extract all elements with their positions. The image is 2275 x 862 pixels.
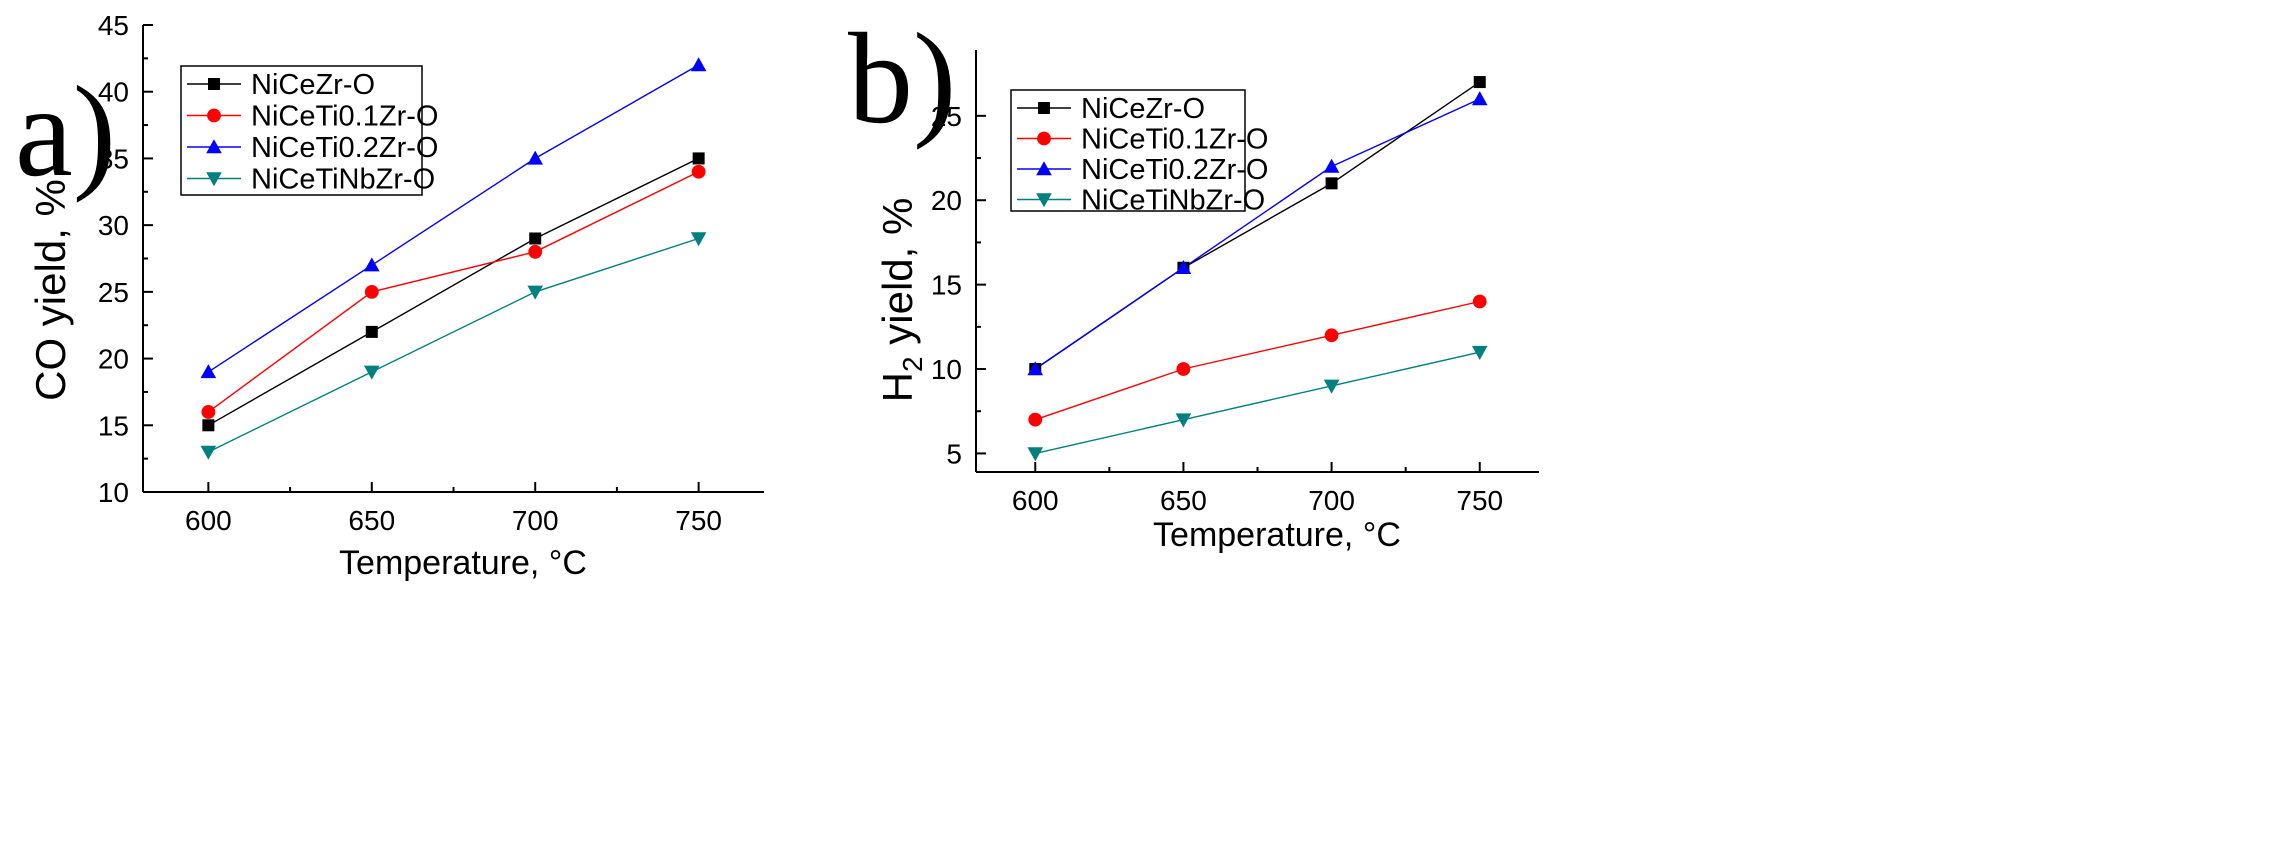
chart-b-data-point (1175, 413, 1192, 428)
chart-b-data-point (1027, 447, 1044, 462)
chart-b-data-point (1028, 412, 1043, 427)
chart-b-y-tick-label: 25 (931, 101, 962, 132)
chart-a-legend-label: NiCeTi0.1Zr-O (251, 101, 438, 133)
chart-a-data-point (528, 244, 543, 259)
chart-b-legend-marker (1036, 161, 1052, 176)
chart-b-legend-marker (1038, 102, 1050, 114)
chart-a-y-tick-label: 35 (98, 143, 129, 174)
chart-b-data-point (1473, 76, 1486, 89)
chart-a-data-point (690, 57, 707, 72)
chart-b-data-point (1472, 294, 1487, 309)
chart-b-legend-label: NiCeTiNbZr-O (1081, 185, 1265, 217)
chart-a-legend-label: NiCeTi0.2Zr-O (251, 132, 438, 164)
chart-a-y-tick-label: 40 (98, 77, 129, 108)
chart-b-data-point (1323, 379, 1340, 394)
chart-b-data-point (1176, 362, 1191, 376)
chart-a-y-axis-title: CO yield, % (27, 179, 74, 401)
chart-b-data-point (1175, 259, 1192, 274)
chart-a-y-tick-label: 10 (98, 477, 129, 508)
chart-a-x-tick-label: 600 (185, 505, 232, 536)
chart-a-data-point (364, 284, 379, 299)
chart-b-y-axis-title-sub: 2 (897, 356, 928, 372)
chart-a-data-point (201, 405, 216, 419)
chart-b-legend-label: NiCeTi0.1Zr-O (1081, 124, 1268, 156)
chart-b-y-axis-title: H2 yield, % (874, 198, 928, 403)
chart-b-legend: NiCeZr-ONiCeTi0.1Zr-ONiCeTi0.2Zr-ONiCeTi… (1010, 89, 1268, 217)
chart-b-legend-label: NiCeZr-O (1081, 93, 1205, 125)
chart-b-y-axis-title-rest: yield, % (874, 198, 921, 357)
chart-a-legend-marker (206, 139, 222, 154)
chart-a-y-tick-label: 25 (98, 277, 129, 308)
chart-a-legend-label: NiCeZr-O (251, 69, 375, 101)
chart-b-series-line (1034, 98, 1480, 370)
chart-a-x-tick-label: 700 (512, 505, 559, 536)
chart-a-legend-box (180, 65, 423, 196)
chart-a-y-tick-label: 20 (98, 344, 129, 375)
chart-a-series-line (208, 237, 699, 453)
chart-b-y-tick-label: 10 (931, 354, 962, 385)
chart-b-data-point (1324, 328, 1339, 343)
panel-b-label: b) (848, 7, 956, 151)
chart-b-y-tick-label: 20 (931, 185, 962, 216)
panel-a-label: a) (15, 60, 116, 204)
chart-a-legend: NiCeZr-ONiCeTi0.1Zr-ONiCeTi0.2Zr-ONiCeTi… (180, 65, 438, 196)
chart-b-series-line (1035, 300, 1480, 421)
chart-a-legend-marker (208, 78, 220, 90)
chart-a-series-line (208, 64, 699, 373)
chart-b-data-point (1027, 361, 1044, 376)
chart-a-series-line (208, 157, 699, 426)
chart-b-legend-label: NiCeTi0.2Zr-O (1081, 154, 1268, 186)
chart-b-data-point (1323, 158, 1340, 173)
chart-a-series-line (207, 171, 699, 413)
chart-a-data-point (692, 152, 705, 165)
chart-a-data-point (527, 285, 544, 300)
chart-a-data-point (365, 325, 378, 338)
chart-a-data-point (527, 150, 544, 165)
chart-a-y-tick-label: 30 (98, 210, 129, 241)
chart-a-legend-marker (206, 172, 222, 187)
chart-b-x-tick-label: 600 (1012, 485, 1059, 516)
chart-a-data-point (529, 232, 542, 245)
chart-a-data-point (200, 445, 217, 460)
chart-a-data-point (363, 365, 380, 380)
chart-b-legend-marker (1037, 131, 1051, 146)
chart-b-data-point (1471, 91, 1488, 106)
chart-b-x-tick-label: 700 (1308, 485, 1355, 516)
chart-b-y-tick-label: 5 (946, 438, 962, 469)
chart-a-data-point (202, 419, 215, 432)
chart-b-x-axis-title: Temperature, °C (1153, 516, 1401, 554)
chart-b-x-tick-label: 750 (1456, 485, 1503, 516)
chart-a-x-axis-title: Temperature, °C (339, 544, 587, 582)
chart-a-x-tick-label: 650 (348, 505, 395, 536)
chart-b-x-tick-label: 650 (1160, 485, 1207, 516)
chart-a-legend-label: NiCeTiNbZr-O (251, 164, 435, 196)
chart-b-y-axis-title-main: H (874, 372, 921, 402)
chart-b-data-point (1325, 177, 1338, 190)
chart-b-series-line (1035, 351, 1480, 455)
chart-b: b) 5 10 15 20 25 600 650 700 750 Temperature, °… (848, 7, 1539, 554)
chart-a-y-tick-label: 15 (98, 410, 129, 441)
chart-a-data-point (691, 164, 706, 179)
chart-b-data-point (1471, 345, 1488, 360)
chart-a-data-point (363, 257, 380, 272)
chart-a-y-tick-label: 45 (98, 10, 129, 41)
chart-a-data-point (690, 232, 707, 247)
chart-b-legend-marker (1036, 193, 1052, 208)
chart-a-data-point (200, 364, 217, 379)
chart-a: a) 10 15 20 25 30 35 40 45 600 650 700 750 Tempera… (15, 10, 764, 582)
chart-a-legend-marker (207, 108, 221, 123)
chart-a-x-tick-label: 750 (675, 505, 722, 536)
chart-b-y-tick-label: 15 (931, 270, 962, 301)
